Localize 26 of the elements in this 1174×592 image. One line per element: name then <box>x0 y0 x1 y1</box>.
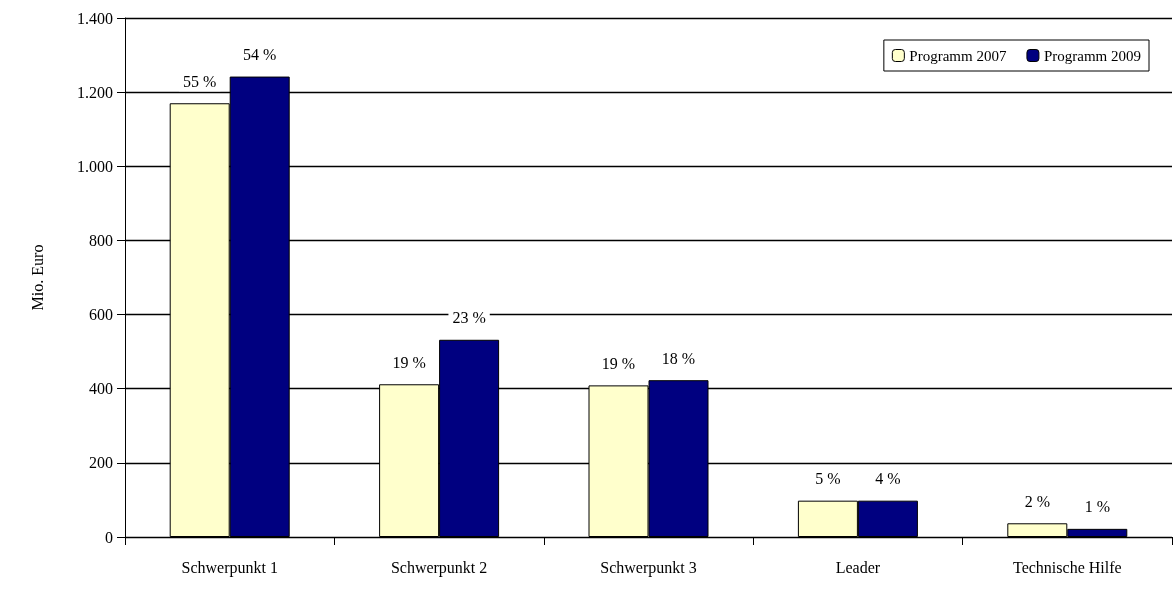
y-tick-label: 1.200 <box>77 83 113 101</box>
x-tick-label: Technische Hilfe <box>1013 558 1122 576</box>
annotation: 4 % <box>875 470 901 488</box>
y-axis-title: Mio. Euro <box>28 244 46 311</box>
annotation: 18 % <box>661 349 696 367</box>
y-tick-label: 800 <box>89 231 113 249</box>
legend-label: Programm 2009 <box>1043 47 1141 64</box>
annotation: 1 % <box>1084 498 1110 516</box>
annotation: 54 % <box>243 46 277 64</box>
x-tick-label: Schwerpunkt 1 <box>181 558 278 577</box>
annotation: 2 % <box>1024 492 1050 510</box>
y-tick-label: 200 <box>89 454 113 472</box>
x-tick-label: Schwerpunkt 2 <box>390 558 488 577</box>
y-tick-label: 1.000 <box>77 157 113 175</box>
legend-label: Programm 2007 <box>909 47 1007 64</box>
annotation: 19 % <box>601 354 636 372</box>
annotation: 5 % <box>815 470 841 488</box>
y-tick-label: 600 <box>89 306 113 324</box>
y-tick-label: 1.400 <box>77 9 113 27</box>
x-tick-label: Leader <box>835 558 881 576</box>
y-tick-label: 0 <box>105 528 113 546</box>
annotation: 23 % <box>452 309 486 327</box>
y-tick-label: 400 <box>89 380 113 398</box>
x-tick-label: Schwerpunkt 3 <box>600 558 697 577</box>
annotation: 55 % <box>183 72 217 90</box>
annotation: 19 % <box>392 353 426 371</box>
